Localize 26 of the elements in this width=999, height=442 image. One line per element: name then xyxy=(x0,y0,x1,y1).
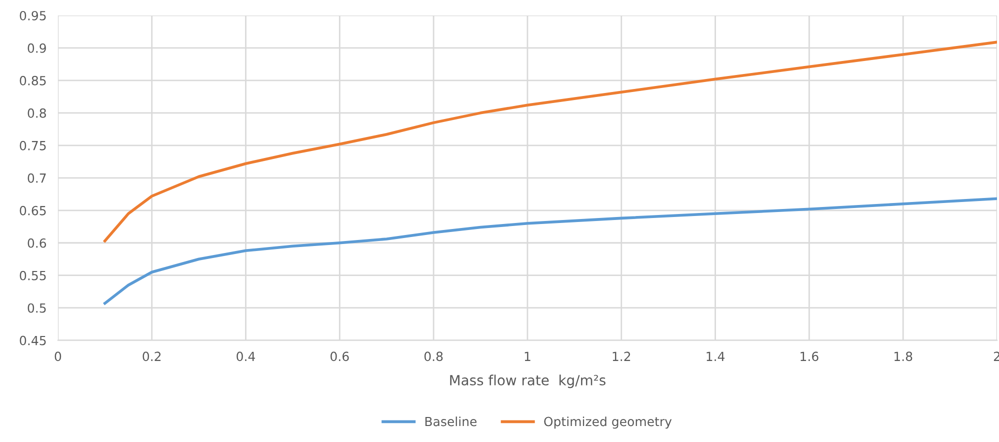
line-series xyxy=(104,197,997,305)
x-tick-label: 0.4 xyxy=(236,352,255,362)
x-tick-label: 0 xyxy=(54,352,62,362)
y-tick-label: 0.8 xyxy=(28,108,46,118)
y-tick-label: 0.85 xyxy=(20,76,46,86)
y-tick-label: 0.9 xyxy=(28,43,46,53)
y-tick-label: 0.7 xyxy=(28,173,46,183)
y-tick-label: 0.6 xyxy=(28,238,46,248)
y-tick-label: 0.45 xyxy=(20,336,46,346)
line-series xyxy=(104,40,997,242)
x-tick-label: 0.6 xyxy=(330,352,349,362)
x-tick-label: 1.4 xyxy=(706,352,725,361)
x-tick-label: 0.8 xyxy=(424,352,443,362)
x-axis-title: Mass flow rate kg/m²s xyxy=(450,374,606,388)
y-tick-label: 0.95 xyxy=(20,10,46,20)
y-tick-label: 0.55 xyxy=(20,270,46,280)
legend-label: Optimized geometry xyxy=(544,416,672,429)
legend-label: Baseline xyxy=(425,416,477,426)
y-tick-label: 0.65 xyxy=(20,206,46,216)
x-tick-label: 1.6 xyxy=(800,352,818,362)
x-tick-label: 1.2 xyxy=(612,352,630,361)
x-tick-label: 1.8 xyxy=(894,352,912,362)
x-tick-label: 1 xyxy=(524,352,530,361)
y-tick-label: 0.5 xyxy=(28,303,46,313)
x-tick-label: 0.2 xyxy=(142,352,161,362)
y-tick-label: 0.75 xyxy=(20,140,46,150)
